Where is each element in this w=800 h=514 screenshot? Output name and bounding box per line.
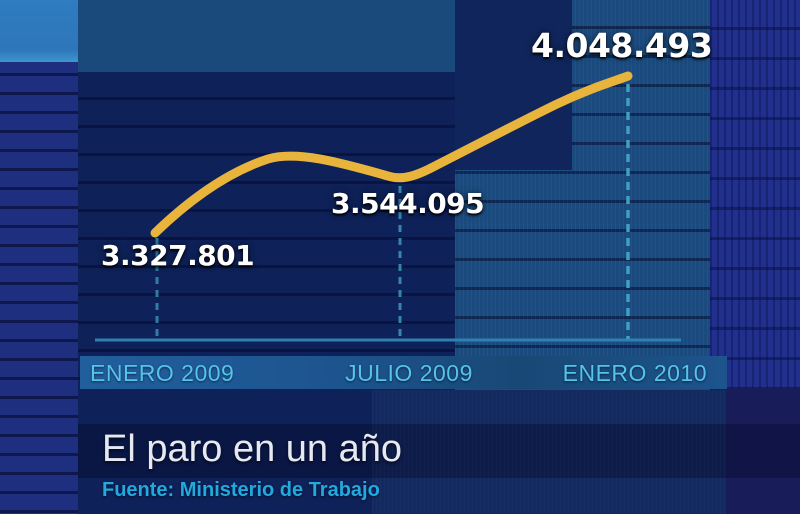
background-panel-top-left [0, 0, 78, 62]
x-axis-label-enero-2010: ENERO 2010 [562, 360, 707, 386]
background-panel-bottom [372, 390, 726, 514]
x-axis-band: ENERO 2009 JULIO 2009 ENERO 2010 [80, 356, 727, 389]
x-axis-label-julio-2009: JULIO 2009 [345, 360, 473, 386]
background-panel-right-bottom [726, 388, 800, 514]
value-label-enero-2009: 3.327.801 [101, 239, 255, 272]
background-panel-textured [455, 0, 710, 390]
background-title-shade [78, 424, 800, 478]
value-label-julio-2009: 3.544.095 [331, 187, 485, 220]
background-panel-left [0, 0, 78, 514]
x-axis-label-enero-2009: ENERO 2009 [90, 360, 235, 386]
chart-title: El paro en un año [102, 428, 403, 470]
background-panel-chart [78, 72, 455, 390]
chart-source: Fuente: Ministerio de Trabajo [102, 479, 380, 501]
value-label-enero-2010: 4.048.493 [531, 26, 713, 65]
data-line-paro [150, 71, 633, 238]
